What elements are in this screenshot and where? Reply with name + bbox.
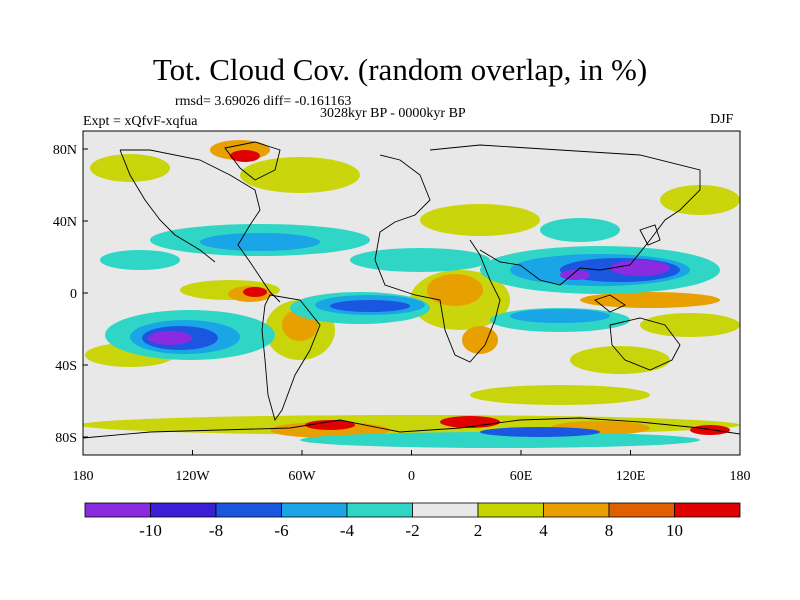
x-tick-label: 60E xyxy=(510,469,533,484)
colorbar-label: 2 xyxy=(474,521,483,540)
colorbar-label: -10 xyxy=(139,521,162,540)
colorbar-label: -2 xyxy=(405,521,419,540)
x-tick-label: 0 xyxy=(408,469,415,484)
y-tick-label: 40S xyxy=(55,359,77,374)
colorbar-label: 8 xyxy=(605,521,614,540)
colorbar-label: 4 xyxy=(539,521,548,540)
x-tick-label: 120W xyxy=(175,469,210,484)
colorbar-swatch xyxy=(412,502,479,518)
x-tick-label: 180 xyxy=(730,469,751,484)
colorbar-swatch xyxy=(477,502,544,518)
season-label: DJF xyxy=(710,112,734,127)
plot-title: Tot. Cloud Cov. (random overlap, in %) xyxy=(152,52,648,87)
colorbar-swatch xyxy=(543,502,610,518)
positive-anomaly-strong xyxy=(230,150,730,435)
y-tick-label: 80N xyxy=(53,143,77,158)
y-tick-label: 40N xyxy=(53,215,77,230)
x-tick-label: 60W xyxy=(288,469,316,484)
x-tick-label: 180 xyxy=(73,469,94,484)
colorbar-swatch xyxy=(674,502,741,518)
anomaly-field xyxy=(83,140,740,448)
period-label: 3028kyr BP - 0000kyr BP xyxy=(320,106,466,121)
colorbar: -10 -8 -6 -4 -2 2 4 8 10 xyxy=(84,502,741,540)
colorbar-label: 10 xyxy=(666,521,683,540)
y-tick-label: 0 xyxy=(70,287,77,302)
colorbar-swatch xyxy=(215,502,282,518)
experiment-label: Expt = xQfvF-xqfua xyxy=(83,114,198,129)
coastlines xyxy=(83,141,740,439)
colorbar-swatch xyxy=(84,502,151,518)
colorbar-swatch xyxy=(346,502,413,518)
colorbar-label: -8 xyxy=(209,521,223,540)
x-tick-label: 120E xyxy=(616,469,646,484)
stats-label: rmsd= 3.69026 diff= -0.161163 xyxy=(175,94,352,109)
colorbar-swatch xyxy=(150,502,217,518)
axis-ticks: 180 120W 60W 0 60E 120E 180 80N 40N 0 40S 80S xyxy=(53,143,751,484)
colorbar-label: -4 xyxy=(340,521,355,540)
negative-anomaly-extreme xyxy=(148,260,670,345)
colorbar-swatch xyxy=(608,502,675,518)
y-tick-label: 80S xyxy=(55,431,77,446)
colorbar-label: -6 xyxy=(274,521,288,540)
colorbar-swatch xyxy=(281,502,348,518)
